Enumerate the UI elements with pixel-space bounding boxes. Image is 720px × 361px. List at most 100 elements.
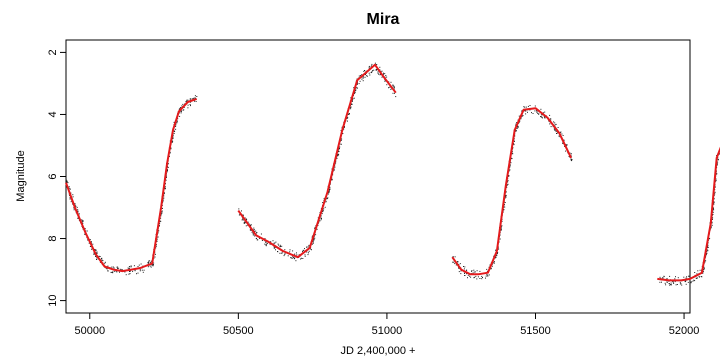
- observation-point: [697, 270, 699, 272]
- observation-point: [513, 143, 515, 145]
- observation-point: [394, 92, 395, 94]
- observation-point: [179, 115, 181, 117]
- observation-point: [383, 73, 385, 75]
- observation-point: [683, 276, 685, 278]
- observation-point: [550, 126, 552, 128]
- observation-point: [570, 153, 572, 155]
- observation-point: [265, 241, 267, 243]
- observation-point: [704, 261, 706, 263]
- observation-point: [519, 120, 521, 122]
- observation-point: [513, 144, 515, 146]
- observation-point: [358, 83, 360, 85]
- observation-point: [253, 227, 255, 229]
- observation-point: [300, 258, 302, 260]
- observation-point: [487, 275, 489, 277]
- observation-point: [692, 280, 694, 282]
- observation-point: [368, 67, 370, 69]
- observation-point: [192, 98, 194, 99]
- observation-point: [389, 86, 391, 88]
- observation-point: [96, 259, 97, 260]
- observation-point: [686, 276, 688, 278]
- observation-point: [544, 117, 546, 119]
- y-axis: 2 4 6 8 10: [47, 49, 66, 307]
- observation-point: [565, 144, 567, 146]
- observation-point: [77, 209, 79, 211]
- observation-point: [149, 265, 151, 267]
- observation-point: [319, 220, 321, 222]
- observation-point: [669, 284, 671, 285]
- observation-point: [130, 265, 132, 267]
- observation-point: [690, 282, 692, 284]
- observation-point: [392, 85, 394, 87]
- observation-point: [96, 257, 98, 259]
- observation-point: [385, 75, 387, 76]
- observation-point: [137, 272, 139, 274]
- observation-point: [460, 273, 462, 275]
- observation-point: [659, 281, 661, 283]
- observation-point: [555, 123, 557, 125]
- observation-point: [537, 112, 539, 114]
- chart-title: Mira: [367, 11, 400, 28]
- observation-point: [302, 258, 304, 259]
- observation-point: [149, 260, 151, 262]
- observation-point: [259, 237, 260, 239]
- observation-point: [496, 253, 498, 254]
- observation-point: [496, 254, 498, 256]
- observation-point: [322, 211, 324, 213]
- observation-point: [172, 134, 174, 136]
- observation-point: [698, 275, 700, 277]
- observation-point: [562, 142, 563, 144]
- observation-point: [361, 74, 363, 76]
- observation-point: [244, 221, 245, 223]
- observation-point: [377, 71, 379, 73]
- observation-point: [281, 245, 283, 247]
- observation-point: [155, 253, 156, 255]
- observation-point: [531, 112, 532, 114]
- observation-point: [186, 99, 188, 101]
- observation-point: [687, 281, 689, 283]
- observation-point: [163, 197, 165, 199]
- observation-point: [684, 281, 686, 283]
- observation-point: [460, 270, 462, 272]
- observation-point: [515, 123, 517, 125]
- observation-point: [379, 66, 381, 68]
- observation-point: [355, 88, 357, 90]
- observation-point: [711, 224, 713, 226]
- observation-point: [373, 69, 375, 71]
- observation-point: [336, 157, 338, 159]
- x-tick-label: 50500: [223, 325, 254, 337]
- observation-point: [136, 273, 137, 275]
- observation-point: [289, 249, 291, 251]
- observation-point: [102, 260, 104, 262]
- observation-point: [327, 197, 329, 199]
- observation-point: [364, 76, 366, 78]
- observation-point: [681, 284, 683, 286]
- observation-point: [489, 264, 491, 266]
- observation-point: [675, 284, 677, 286]
- observation-point: [550, 118, 552, 120]
- observation-point: [112, 272, 114, 274]
- observation-point: [95, 255, 97, 257]
- observation-point: [190, 105, 191, 107]
- observation-point: [559, 132, 561, 133]
- observation-point: [669, 284, 671, 286]
- observation-point: [114, 271, 116, 272]
- observation-point: [550, 119, 552, 121]
- observation-point: [120, 269, 122, 271]
- observation-point: [164, 183, 166, 184]
- observation-point: [477, 276, 479, 278]
- observation-point: [251, 231, 253, 233]
- observation-point: [565, 150, 567, 152]
- observation-point: [497, 252, 499, 253]
- observation-point: [164, 185, 166, 187]
- observation-point: [74, 203, 76, 205]
- observation-point: [134, 270, 136, 272]
- observation-point: [666, 282, 668, 283]
- observation-point: [78, 213, 80, 215]
- observation-point: [173, 121, 175, 123]
- observation-point: [252, 234, 254, 236]
- observation-point: [469, 275, 471, 277]
- observation-point: [499, 238, 501, 240]
- observation-point: [281, 252, 283, 254]
- observation-point: [553, 121, 555, 123]
